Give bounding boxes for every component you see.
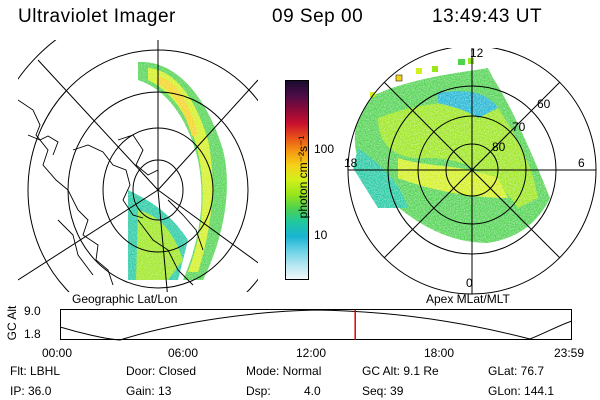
timeline-xtick-0000: 00:00 xyxy=(42,346,73,360)
timeline-xtick-2359: 23:59 xyxy=(554,346,585,360)
info-dsp-label: Dsp: xyxy=(246,384,271,398)
mlt-label-12: 12 xyxy=(470,46,484,60)
mlt-label-18: 18 xyxy=(344,156,358,170)
info-glon: GLon: 144.1 xyxy=(488,384,555,398)
geographic-map xyxy=(18,40,258,292)
info-ip: IP: 36.0 xyxy=(10,384,52,398)
mlt-label-0: 0 xyxy=(466,276,473,290)
geographic-caption: Geographic Lat/Lon xyxy=(72,292,178,306)
colorbar-tick-10: 10 xyxy=(314,228,328,242)
apex-caption: Apex MLat/MLT xyxy=(426,292,510,306)
mlat-label-70: 70 xyxy=(512,120,526,134)
time-label: 13:49:43 UT xyxy=(432,6,543,27)
timeline-xtick-1200: 12:00 xyxy=(296,346,327,360)
info-door: Door: Closed xyxy=(126,364,197,378)
timeline-ytick-9: 9.0 xyxy=(24,304,41,318)
mlat-label-80: 80 xyxy=(492,140,506,154)
instrument-title: Ultraviolet Imager xyxy=(18,6,176,27)
colorbar xyxy=(285,80,309,280)
mlt-label-6: 6 xyxy=(578,156,585,170)
auroral-oval-geo xyxy=(18,40,258,292)
polar-map xyxy=(347,48,597,295)
timeline-xtick-1800: 18:00 xyxy=(424,346,455,360)
info-flt: Flt: LBHL xyxy=(10,364,61,378)
colorbar-tick-100: 100 xyxy=(314,142,335,156)
pole-markers xyxy=(370,58,474,97)
info-glat: GLat: 76.7 xyxy=(488,364,545,378)
info-gcalt: GC Alt: 9.1 Re xyxy=(362,364,439,378)
info-seq: Seq: 39 xyxy=(362,384,404,398)
orbit-timeline xyxy=(60,309,572,341)
info-dsp-value: 4.0 xyxy=(304,384,321,398)
timeline-ytick-1-8: 1.8 xyxy=(24,327,41,341)
timeline-ylabel: GC Alt xyxy=(5,305,19,341)
timeline-xtick-0600: 06:00 xyxy=(168,346,199,360)
info-mode: Mode: Normal xyxy=(246,364,322,378)
colorbar-unit-label: photon cm⁻²s⁻¹ xyxy=(296,135,310,219)
date-label: 09 Sep 00 xyxy=(272,6,364,27)
info-gain: Gain: 13 xyxy=(126,384,172,398)
mlat-label-60: 60 xyxy=(537,97,551,111)
